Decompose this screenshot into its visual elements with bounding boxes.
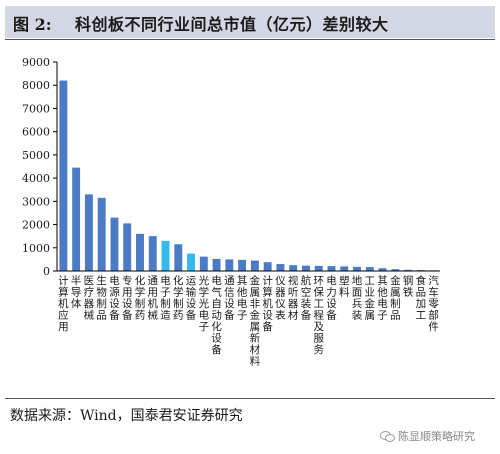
bar-chart: 0 1000 2000 3000 4000 5000 6000 7000 8000 9000 计算机… xyxy=(22,56,440,368)
x-tick-label: 化学制药 xyxy=(135,274,146,322)
y-tick-label: 3000 xyxy=(22,195,50,208)
top-rule xyxy=(5,39,495,40)
bottom-rule xyxy=(5,398,495,399)
x-tick-label: 金属非金属新材料 xyxy=(250,274,261,368)
y-tick-label: 7000 xyxy=(22,102,50,115)
bar xyxy=(301,265,310,271)
watermark-text: 陈显顺策略研究 xyxy=(398,430,475,443)
x-tick-label: 光学光电子 xyxy=(199,274,210,333)
x-tick-label: 计算机应用 xyxy=(58,274,69,333)
bar xyxy=(59,80,68,271)
bar xyxy=(187,253,196,271)
x-tick-label: 航空装备 xyxy=(301,274,312,322)
x-tick-label: 半导体 xyxy=(71,274,82,310)
bar xyxy=(353,266,361,271)
bar xyxy=(110,217,119,271)
bar xyxy=(199,256,208,271)
bar xyxy=(365,267,374,271)
figure-header: 图 2: 科创板不同行业间总市值（亿元）差别较大 xyxy=(5,6,495,38)
y-tick-label: 9000 xyxy=(22,56,50,69)
bar xyxy=(276,264,285,271)
x-tick-label: 电力设备 xyxy=(326,274,337,322)
x-tick-label: 生物制品 xyxy=(96,274,107,322)
bar xyxy=(97,197,106,271)
y-tick-label: 2000 xyxy=(22,219,50,232)
x-tick-label: 电源设备 xyxy=(109,274,120,322)
x-tick-label: 化学制药 xyxy=(173,274,184,322)
bar xyxy=(289,265,298,271)
y-tick-label: 4000 xyxy=(22,172,50,185)
x-tick-label: 地面兵装 xyxy=(352,274,363,322)
x-tick-label: 食品加工 xyxy=(416,274,427,322)
x-tick-label: 电子制造 xyxy=(160,274,171,322)
x-tick-label: 工业金属 xyxy=(365,275,376,322)
x-tick-label: 视听器材 xyxy=(288,274,299,322)
bar xyxy=(340,266,349,271)
bar xyxy=(238,259,247,271)
y-tick-label: 5000 xyxy=(22,149,50,162)
figure-label: 图 2: xyxy=(13,15,52,34)
x-tick-label: 仪器仪表 xyxy=(275,275,286,322)
x-tick-label: 金属制品 xyxy=(390,274,401,322)
bar xyxy=(327,266,336,271)
bar xyxy=(84,194,93,271)
source-note: 数据来源：Wind，国泰君安证券研究 xyxy=(10,408,243,424)
x-tick-label: 环保工程及服务 xyxy=(313,275,324,356)
bar xyxy=(391,269,400,271)
x-tick-label: 其他电子 xyxy=(237,275,248,322)
x-tick-label: 医疗器械 xyxy=(84,275,95,322)
x-tick-label: 运输设备 xyxy=(186,275,197,322)
x-tick-label: 钢铁 xyxy=(403,274,414,299)
figure-title: 科创板不同行业间总市值（亿元）差别较大 xyxy=(75,15,389,34)
header-background xyxy=(5,6,495,38)
y-tick-label: 6000 xyxy=(22,126,50,139)
bar xyxy=(250,260,259,271)
x-tick-label: 通信设备 xyxy=(224,275,235,322)
bar xyxy=(404,269,413,271)
bar xyxy=(314,265,323,271)
watermark: 陈显顺策略研究 xyxy=(380,428,475,444)
y-tick-label: 8000 xyxy=(22,79,50,92)
bar xyxy=(161,240,170,271)
bar xyxy=(378,268,387,271)
x-tick-label: 塑料 xyxy=(339,274,350,299)
y-tick-label: 0 xyxy=(43,265,50,278)
x-tick-label: 专用设备 xyxy=(122,274,133,322)
bar xyxy=(136,233,144,271)
bar xyxy=(225,259,234,271)
bar xyxy=(212,258,221,271)
x-tick-label: 其他电子 xyxy=(377,275,388,322)
y-tick-label: 1000 xyxy=(22,242,50,255)
x-tick-label: 汽车零部件 xyxy=(428,274,439,333)
bar xyxy=(174,244,183,271)
bar xyxy=(123,223,132,271)
x-tick-label: 计算机设备 xyxy=(262,274,273,333)
bar xyxy=(148,236,157,271)
bar xyxy=(263,262,272,271)
bar xyxy=(72,167,81,271)
x-tick-label: 通用机械 xyxy=(148,275,159,322)
wechat-icon xyxy=(380,430,395,442)
x-tick-label: 电气自动化设备 xyxy=(211,274,222,356)
